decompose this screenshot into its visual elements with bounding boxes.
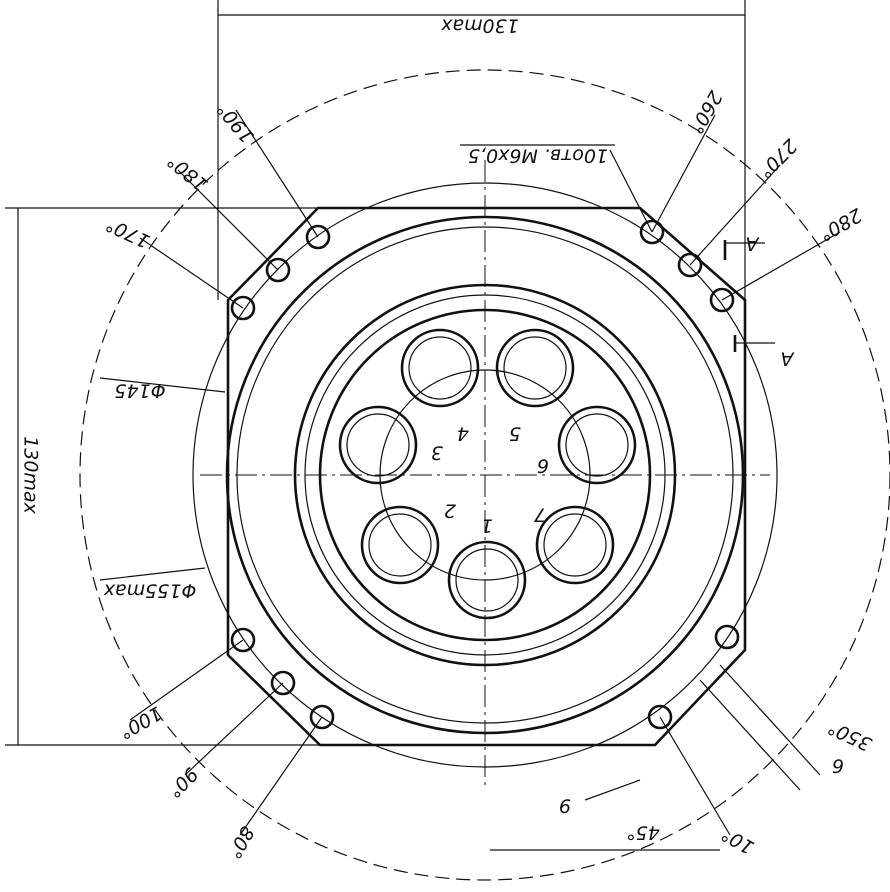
dim-dia: Φ145	[114, 380, 165, 402]
angle-label: 170°	[102, 213, 153, 252]
pin-label: 4	[457, 423, 469, 445]
pin-label: 7	[534, 504, 546, 526]
pin-label: 6	[537, 455, 549, 477]
angle-label: 10°	[718, 822, 758, 858]
angle-label: 190°	[212, 98, 258, 147]
section-label: A	[781, 348, 796, 370]
angle-label: 260°	[684, 87, 726, 138]
angle-label: 80°	[222, 822, 258, 862]
dim-holes: 10отв. M6x0,5	[468, 145, 608, 167]
angle-label: 100°	[115, 701, 166, 743]
angle-label: 180°	[163, 149, 212, 195]
flange	[226, 206, 747, 747]
labels: 130max 130max 10отв. M6x0,5 Φ145 Φ155max…	[20, 15, 876, 863]
angle-label: 350°	[824, 716, 875, 755]
angle-label: 90°	[163, 763, 202, 802]
mount-holes	[230, 219, 740, 730]
outer-circle	[79, 69, 890, 881]
geometry	[5, 0, 890, 881]
dim-dia: Φ155max	[103, 580, 196, 602]
dim-gap: 6	[832, 755, 844, 777]
leaders	[5, 0, 841, 851]
pin-holes	[338, 328, 637, 620]
angle-label: 45°	[626, 822, 660, 844]
dim-height: 130max	[20, 436, 42, 514]
section-label: A	[746, 233, 761, 255]
pin-label: 1	[481, 515, 493, 537]
angle-label: 270°	[753, 134, 801, 182]
dim-width: 130max	[440, 15, 518, 37]
dim-offset: 9	[559, 795, 571, 817]
pin-label: 5	[509, 423, 521, 445]
angle-label: 280°	[815, 203, 866, 245]
pin-label: 2	[444, 500, 456, 522]
pin-label: 3	[431, 442, 443, 464]
